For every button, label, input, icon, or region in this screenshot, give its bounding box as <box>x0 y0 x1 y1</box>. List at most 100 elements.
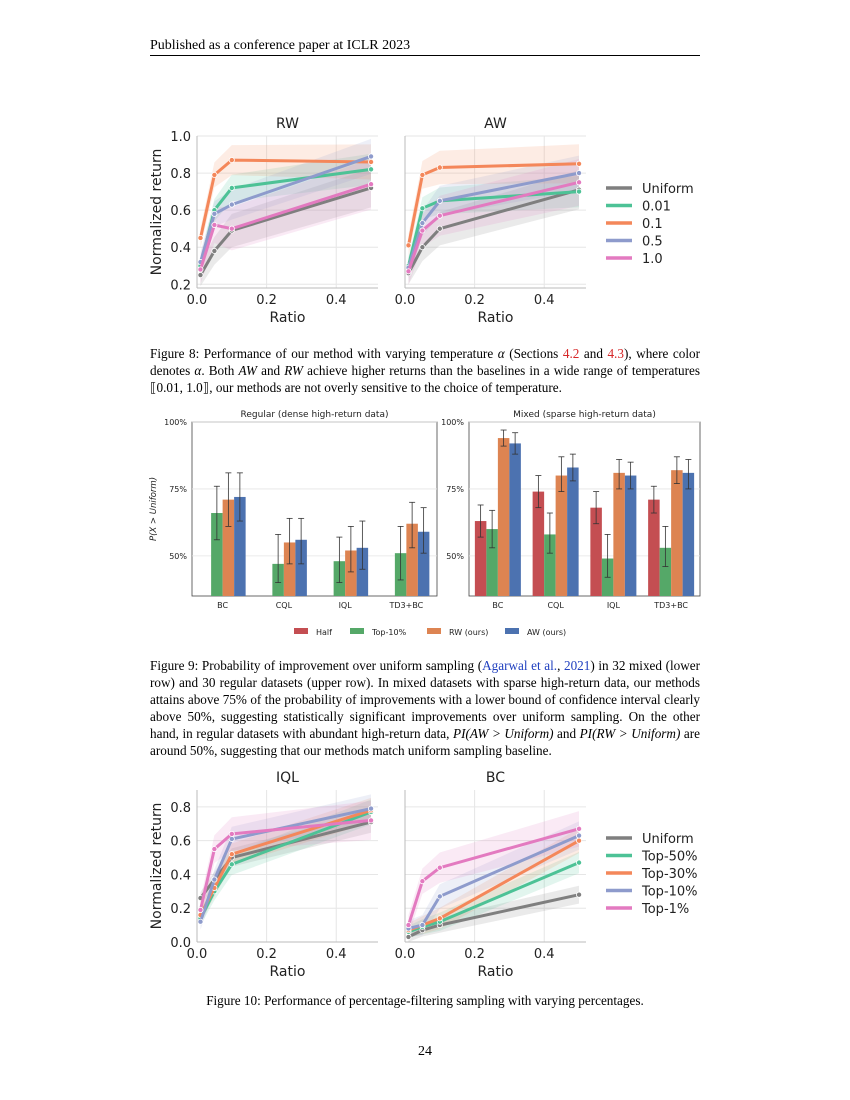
legend-label-aw-ours: AW (ours) <box>527 628 566 637</box>
legend-label-1-0: 1.0 <box>642 252 663 267</box>
legend-label-uniform: Uniform <box>642 182 694 197</box>
y-axis-label: Normalized return <box>149 149 165 276</box>
bar-rw-ours <box>283 542 296 596</box>
data-point <box>405 242 412 249</box>
figure-10: 0.0 0.2 0.4 0.0 0.2 0.4 0.6 0.8 IQL Ratio Normaliz… <box>149 770 698 980</box>
bar-top-10 <box>659 547 672 596</box>
band-0-01 <box>200 153 371 275</box>
series-line-0-1 <box>199 158 372 239</box>
bar-rw-ours <box>555 475 568 596</box>
bar-aw-ours <box>356 547 369 596</box>
legend-swatch <box>294 628 308 634</box>
data-point <box>211 247 218 254</box>
data-point <box>436 164 443 171</box>
y-tick-label: 0.4 <box>170 868 191 883</box>
data-point <box>576 825 583 832</box>
x-tick-label: TD3+BC <box>388 601 423 610</box>
section-ref-4-2[interactable]: 4.2 <box>562 346 580 361</box>
y-axis-label: Normalized return <box>149 803 165 930</box>
header-rule <box>150 55 700 56</box>
legend-label-rw-ours: RW (ours) <box>449 628 488 637</box>
bar-half <box>532 491 545 596</box>
bar-top-10 <box>211 513 223 596</box>
y-tick-label: 75% <box>169 485 187 494</box>
series-line-0-5 <box>407 171 580 269</box>
legend-label-0-1: 0.1 <box>642 217 663 232</box>
data-point <box>419 205 426 212</box>
x-axis-label: Ratio <box>270 964 306 980</box>
line-chart-iql: 0.0 0.2 0.4 0.0 0.2 0.4 0.6 0.8 IQL Ratio Normaliz… <box>149 770 378 980</box>
bar-rw-ours <box>406 523 418 596</box>
y-tick-label: 50% <box>169 552 187 561</box>
legend-label-uniform: Uniform <box>642 832 694 847</box>
y-tick-label: 0.8 <box>170 801 191 816</box>
y-tick-label: 1.0 <box>170 130 191 145</box>
data-point <box>197 234 204 241</box>
bar-aw-ours <box>234 496 246 596</box>
data-point <box>211 171 218 178</box>
y-tick-label: 0.2 <box>170 902 191 917</box>
x-tick-label: 0.0 <box>395 947 416 962</box>
series-line-top-1 <box>199 818 372 911</box>
y-axis-label: P(X > Uniform) <box>149 477 159 541</box>
bar-half <box>474 521 487 596</box>
chart-title: BC <box>486 770 505 786</box>
legend-label-top-50: Top-50% <box>641 850 698 865</box>
figure-9: 50% 75% 100% Regular (dense high-return dat… <box>149 410 701 637</box>
x-tick-label: IQL <box>607 601 621 610</box>
x-axis-label: Ratio <box>478 964 514 980</box>
legend-swatch <box>350 628 364 634</box>
data-point <box>368 153 375 160</box>
data-point <box>576 859 583 866</box>
chart-title: AW <box>484 116 507 132</box>
x-axis-label: Ratio <box>478 310 514 326</box>
data-point <box>197 918 204 925</box>
y-tick-label: 100% <box>164 418 187 427</box>
x-tick-label: IQL <box>339 601 353 610</box>
x-tick-label: TD3+BC <box>653 601 688 610</box>
y-tick-label: 50% <box>446 552 464 561</box>
page-number: 24 <box>418 1044 432 1059</box>
bar-aw-ours <box>509 443 521 596</box>
data-point <box>576 188 583 195</box>
legend-swatch <box>427 628 441 634</box>
data-point <box>436 893 443 900</box>
band-0-1 <box>408 144 579 257</box>
x-axis-label: Ratio <box>270 310 306 326</box>
bar-chart-mixed-sparse-high-return-data: 50% 75% 100% Mixed (sparse high-return data… <box>441 410 701 610</box>
bar-aw-ours <box>567 467 579 596</box>
data-point <box>419 227 426 234</box>
data-point <box>211 876 218 883</box>
legend-label-half: Half <box>316 628 332 637</box>
y-tick-label: 0.6 <box>170 204 191 219</box>
bar-top-10 <box>544 534 556 596</box>
data-point <box>419 922 426 929</box>
data-point <box>436 915 443 922</box>
figure-10-caption: Figure 10: Performance of percentage-fil… <box>206 993 644 1008</box>
band-top-50 <box>200 799 371 926</box>
data-point <box>405 933 412 940</box>
bar-rw-ours <box>613 472 625 596</box>
section-ref-4-3[interactable]: 4.3 <box>607 346 624 361</box>
citation-year[interactable]: 2021 <box>563 658 591 673</box>
data-point <box>228 851 235 858</box>
data-point <box>436 864 443 871</box>
citation-agarwal[interactable]: Agarwal et al. <box>482 658 558 673</box>
x-tick-label: CQL <box>276 601 293 610</box>
chart-title: IQL <box>276 770 299 786</box>
x-tick-label: CQL <box>547 601 564 610</box>
line-chart-rw: 0.0 0.2 0.40.20.40.60.81.0RWRatioNormalize… <box>149 116 378 326</box>
band-1-0 <box>200 158 371 284</box>
legend: Uniform 0.01 0.1 0.5 1.0 <box>606 182 694 267</box>
data-point <box>197 266 204 273</box>
y-tick-label: 100% <box>441 418 464 427</box>
x-tick-label: BC <box>492 601 503 610</box>
y-tick-label: 0.0 <box>170 936 191 951</box>
data-point <box>419 244 426 251</box>
data-point <box>576 179 583 186</box>
chart-title: Regular (dense high-return data) <box>241 410 389 420</box>
data-point <box>228 184 235 191</box>
data-point <box>576 832 583 839</box>
data-point <box>228 157 235 164</box>
band-top-10 <box>408 821 579 937</box>
